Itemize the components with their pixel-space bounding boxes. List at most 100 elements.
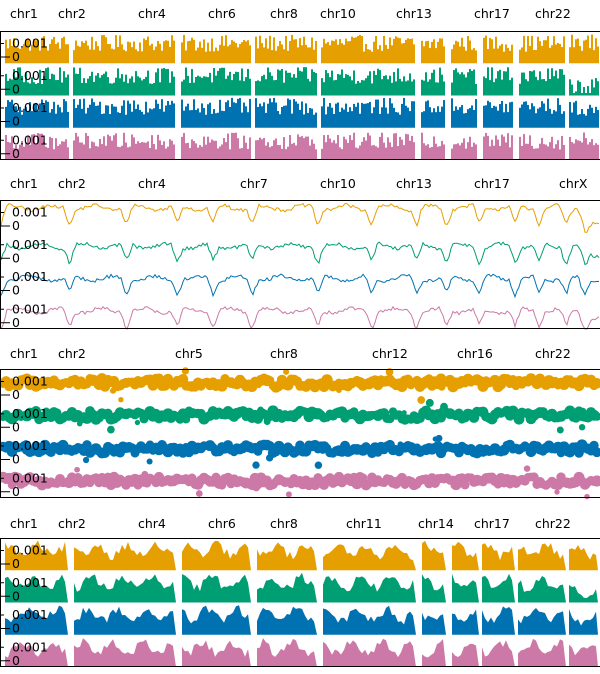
bar (249, 45, 251, 64)
bar (473, 142, 475, 160)
chrom-label: chr4 (138, 6, 166, 21)
bar (277, 69, 279, 96)
bar (169, 139, 171, 160)
bar (9, 39, 11, 64)
bar (63, 71, 65, 96)
bar (107, 105, 109, 128)
bar (33, 38, 35, 64)
bar (153, 82, 155, 96)
bar (45, 100, 47, 128)
chrom-label: chr22 (535, 516, 571, 531)
bar (285, 149, 287, 160)
chrom-label: chr10 (320, 176, 356, 191)
bar (351, 80, 353, 96)
bar (115, 35, 117, 64)
bar (311, 69, 313, 96)
bar (469, 136, 471, 160)
bar (157, 40, 159, 64)
bar (327, 42, 329, 64)
bar (57, 104, 59, 128)
bar (389, 75, 391, 96)
bar (257, 140, 259, 160)
bar (123, 100, 125, 128)
bar (133, 82, 135, 96)
bar (79, 142, 81, 160)
bar (291, 113, 293, 128)
bar (199, 112, 201, 128)
bar (383, 142, 385, 160)
bar (111, 48, 113, 64)
bar (13, 148, 15, 160)
bar (493, 82, 495, 96)
bar (425, 145, 427, 160)
bar (553, 76, 555, 96)
bar (497, 48, 499, 64)
bar (191, 110, 193, 128)
bar (497, 71, 499, 96)
bar (573, 143, 575, 160)
bar (475, 99, 477, 128)
bar (213, 140, 215, 160)
panel-4: chr1 chr2 chr4 chr6 chr8 chr11 chr14 chr17 chr22… (0, 516, 600, 668)
bar (469, 68, 471, 96)
bar (27, 111, 29, 128)
bar (325, 70, 327, 96)
bar (357, 102, 359, 128)
bar (561, 69, 563, 96)
bar (589, 142, 591, 160)
bar (507, 47, 509, 64)
bar (29, 50, 31, 64)
bar (257, 80, 259, 96)
bar (239, 97, 241, 128)
bar (31, 134, 33, 160)
bar (551, 136, 553, 160)
point (254, 442, 260, 449)
bar (459, 74, 461, 96)
bar (149, 147, 151, 160)
bar (151, 109, 153, 128)
bar (585, 115, 587, 128)
bar (573, 47, 575, 64)
bar (289, 72, 291, 96)
bar (57, 145, 59, 160)
bar (269, 147, 271, 160)
bar (113, 49, 115, 64)
bar (173, 103, 175, 128)
bar (573, 93, 575, 96)
bar (309, 145, 311, 160)
point (460, 480, 470, 490)
bar (133, 41, 135, 64)
bar (219, 146, 221, 160)
bar (197, 108, 199, 128)
bar (147, 112, 149, 128)
series-group (5, 34, 599, 160)
bar (89, 49, 91, 64)
bar (385, 147, 387, 160)
bar (355, 147, 357, 160)
bar (271, 50, 273, 64)
chrom-label: chr16 (457, 346, 493, 361)
bar (369, 49, 371, 64)
bar (103, 113, 105, 128)
bar (49, 136, 51, 160)
bar (265, 38, 267, 64)
bar (23, 146, 25, 160)
bar (185, 67, 187, 96)
series-line (0, 305, 600, 331)
point (405, 475, 413, 484)
bar (483, 76, 485, 96)
bar (147, 70, 149, 96)
y-tick-label: 0.001 (12, 205, 48, 220)
bar (547, 36, 549, 64)
bar (205, 76, 207, 96)
bar (463, 138, 465, 160)
bar (197, 147, 199, 160)
bar (77, 104, 79, 128)
bar (279, 41, 281, 64)
bar (505, 142, 507, 160)
bar (525, 79, 527, 96)
bar (53, 149, 55, 160)
bar (23, 82, 25, 96)
bar (351, 36, 353, 64)
bar (543, 79, 545, 96)
